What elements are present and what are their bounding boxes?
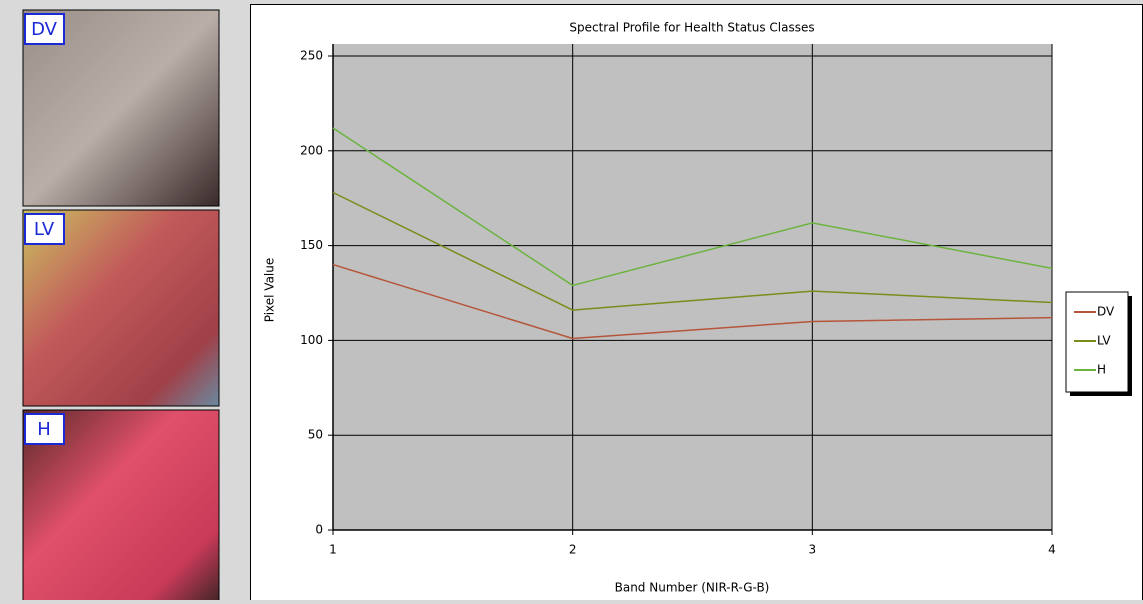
legend-label: DV bbox=[1097, 305, 1115, 319]
plot-area bbox=[333, 44, 1052, 530]
y-tick-label: 0 bbox=[315, 523, 323, 537]
chart-title: Spectral Profile for Health Status Class… bbox=[569, 21, 814, 35]
y-tick-label: 100 bbox=[300, 333, 323, 347]
y-axis-label: Pixel Value bbox=[263, 258, 277, 323]
x-tick-label: 4 bbox=[1048, 543, 1056, 557]
page: {"panels": ["DV", "LV", "H"], "chart_dat… bbox=[0, 0, 1143, 600]
x-tick-label: 3 bbox=[809, 543, 817, 557]
thumb-label: LV bbox=[34, 219, 55, 240]
thumb-label: H bbox=[37, 419, 51, 440]
x-axis-label: Band Number (NIR-R-G-B) bbox=[615, 581, 770, 595]
thumb-label: DV bbox=[31, 19, 58, 40]
legend-label: H bbox=[1097, 363, 1106, 377]
y-tick-label: 250 bbox=[300, 49, 323, 63]
x-tick-label: 1 bbox=[329, 543, 337, 557]
y-tick-label: 50 bbox=[308, 428, 323, 442]
legend-label: LV bbox=[1097, 334, 1111, 348]
y-tick-label: 150 bbox=[300, 238, 323, 252]
x-tick-label: 2 bbox=[569, 543, 577, 557]
y-tick-label: 200 bbox=[300, 143, 323, 157]
screen: DV LV H Spectral Profile for Health Stat… bbox=[0, 0, 1143, 600]
